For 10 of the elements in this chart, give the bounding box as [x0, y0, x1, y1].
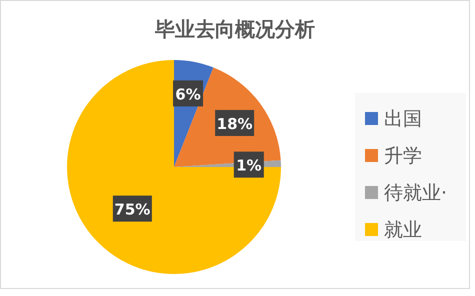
- legend-label: 待就业·: [384, 182, 448, 204]
- data-label: 1%: [236, 156, 262, 175]
- legend-label: 出国: [384, 108, 422, 130]
- data-label: 75%: [114, 200, 150, 219]
- chart-title: 毕业去向概况分析: [154, 17, 315, 41]
- legend-label: 升学: [384, 145, 422, 167]
- pie-slice: [67, 60, 281, 274]
- data-label: 18%: [216, 114, 253, 133]
- data-label: 6%: [175, 85, 201, 104]
- legend-label: 就业: [384, 219, 422, 241]
